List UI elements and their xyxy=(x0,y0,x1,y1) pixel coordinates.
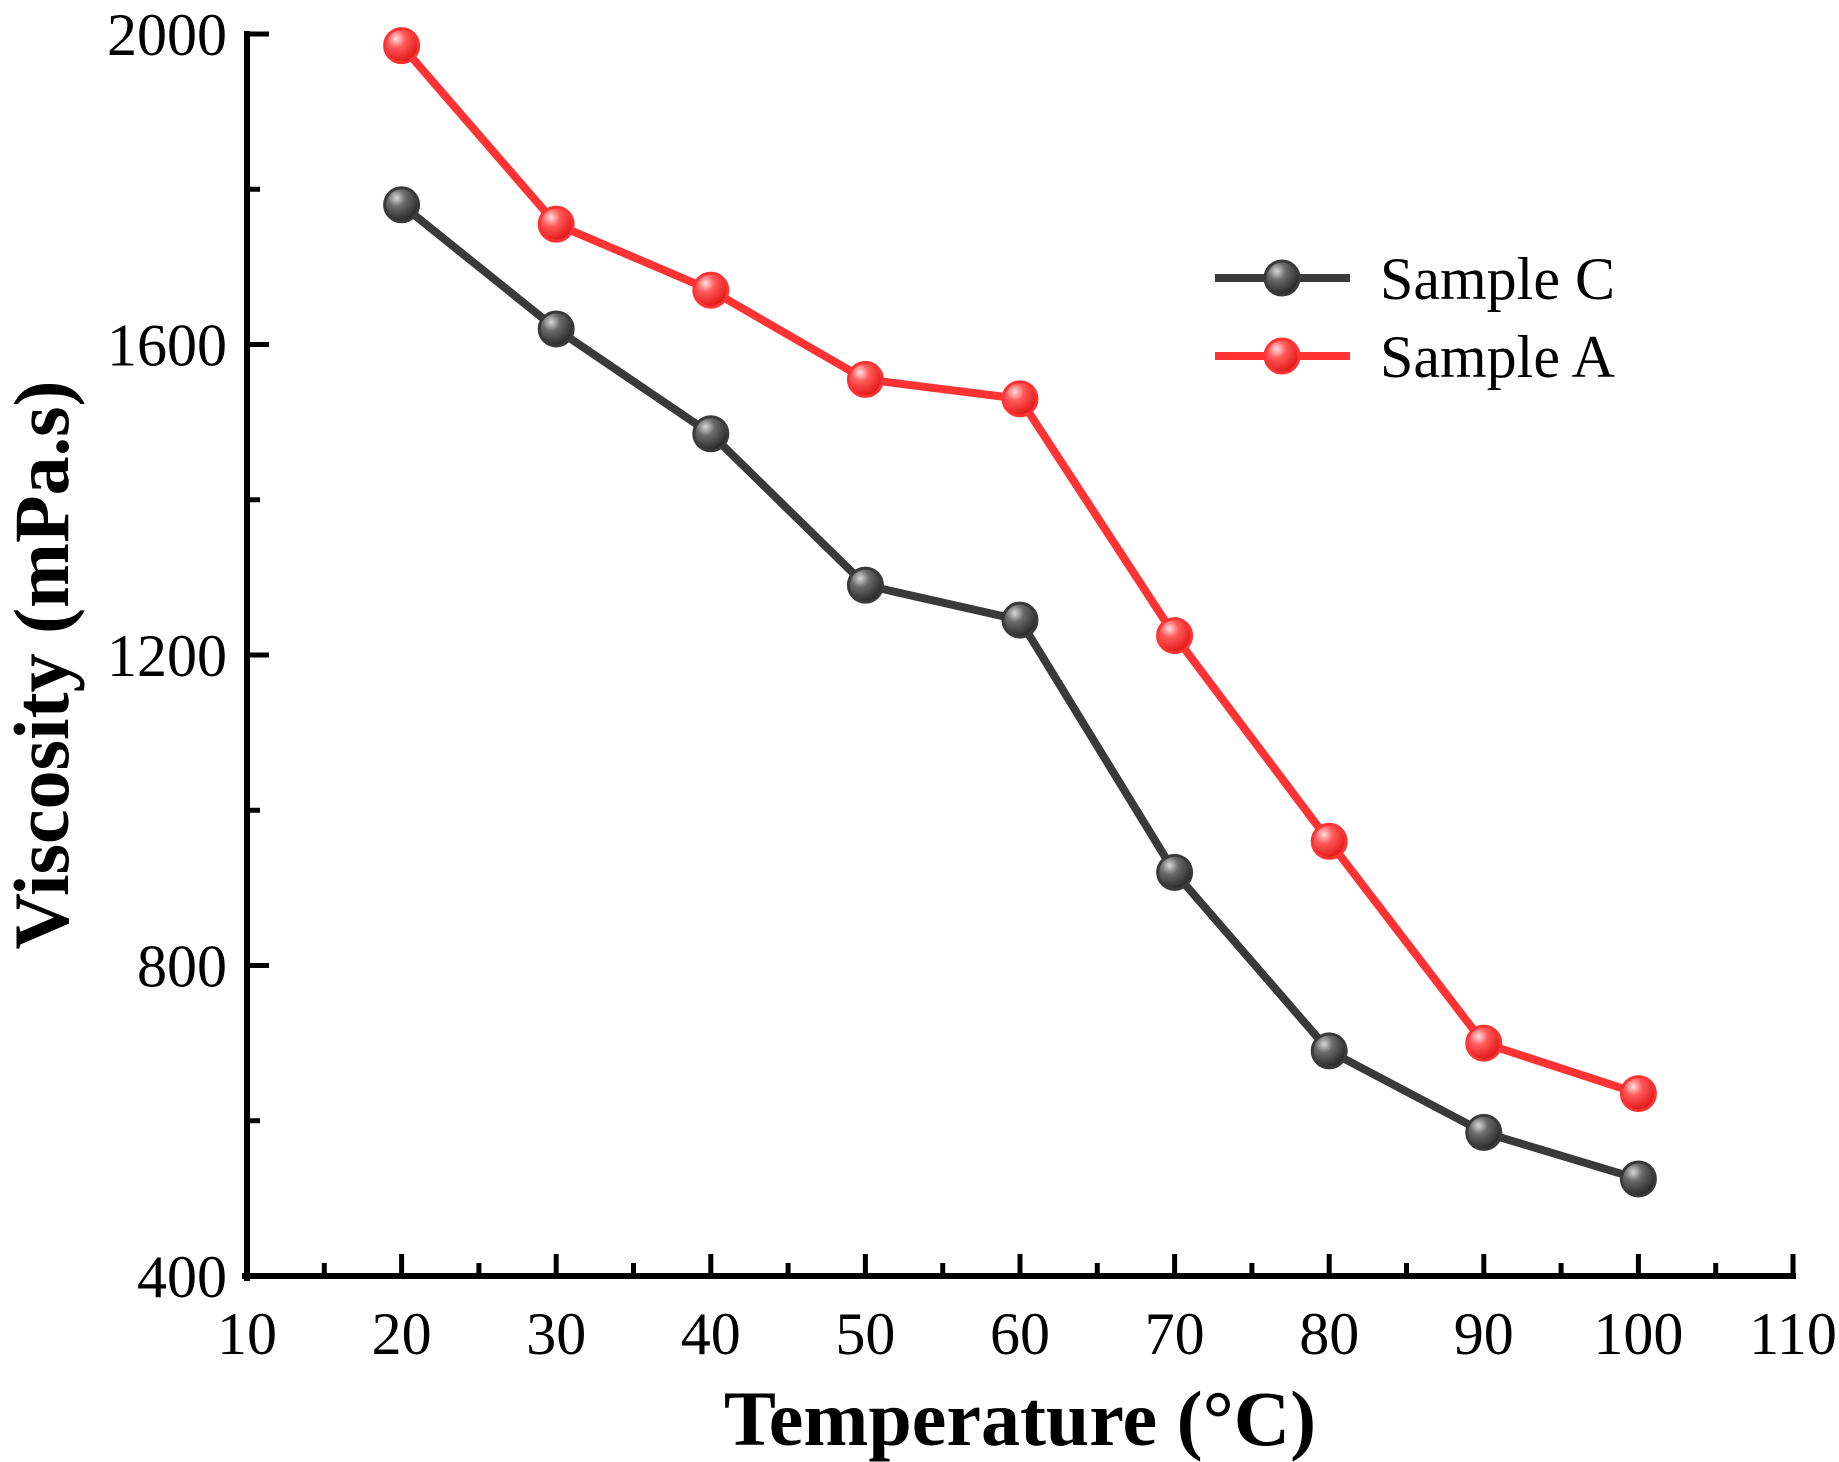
y-tick-label: 1200 xyxy=(107,623,227,689)
y-axis-title: Viscosity (mPa.s) xyxy=(0,380,85,949)
data-point xyxy=(1156,617,1194,655)
legend: Sample C Sample A xyxy=(1215,246,1615,390)
data-point xyxy=(1310,1032,1348,1070)
x-tick-label: 40 xyxy=(681,1301,741,1367)
series-layer xyxy=(383,27,1657,1198)
x-tick-label: 110 xyxy=(1749,1301,1837,1367)
data-point xyxy=(846,360,884,398)
data-point xyxy=(537,310,575,348)
y-tick-label: 400 xyxy=(137,1244,227,1310)
x-tick-label: 70 xyxy=(1145,1301,1205,1367)
series-line-1 xyxy=(398,43,1640,1098)
y-tick-label: 800 xyxy=(137,934,227,1000)
x-tick-label: 10 xyxy=(217,1301,277,1367)
x-tick-label: 50 xyxy=(835,1301,895,1367)
x-tick-label: 20 xyxy=(372,1301,432,1367)
legend-marker-1 xyxy=(1263,337,1301,375)
data-point xyxy=(1619,1075,1657,1113)
x-tick-label: 80 xyxy=(1299,1301,1359,1367)
data-point xyxy=(537,205,575,243)
x-tick-label: 90 xyxy=(1454,1301,1514,1367)
data-point xyxy=(692,415,730,453)
y-tick-label: 1600 xyxy=(107,313,227,379)
x-tick-label: 30 xyxy=(526,1301,586,1367)
data-point xyxy=(1001,380,1039,418)
y-tick-label: 2000 xyxy=(107,2,227,68)
legend-marker-0 xyxy=(1263,259,1301,297)
legend-label-1: Sample A xyxy=(1380,324,1615,390)
axes: 10 20 30 40 50 60 70 80 90 100 110 400 800 1200 1600 20… xyxy=(107,2,1837,1367)
data-point xyxy=(1001,601,1039,639)
data-point xyxy=(1310,822,1348,860)
data-point xyxy=(383,27,421,65)
x-tick-label: 60 xyxy=(990,1301,1050,1367)
data-point xyxy=(1619,1160,1657,1198)
data-point xyxy=(1465,1113,1503,1151)
x-tick-label: 100 xyxy=(1593,1301,1683,1367)
data-point xyxy=(383,186,421,224)
data-point xyxy=(846,566,884,604)
data-point xyxy=(1156,853,1194,891)
x-axis-title: Temperature (°C) xyxy=(724,1375,1316,1462)
data-point xyxy=(692,271,730,309)
legend-label-0: Sample C xyxy=(1380,246,1615,312)
data-point xyxy=(1465,1024,1503,1062)
